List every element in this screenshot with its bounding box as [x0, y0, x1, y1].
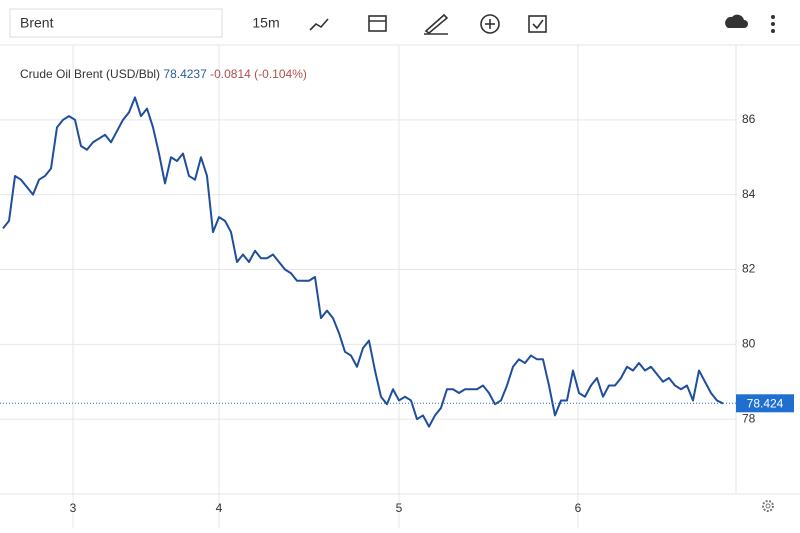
- y-tick-label: 84: [742, 187, 756, 201]
- price-line: [2, 96, 724, 428]
- symbol-input[interactable]: [9, 8, 223, 38]
- last-price-box: [736, 394, 794, 413]
- symbol-text: Brent: [20, 15, 54, 31]
- last-value: 78.4237: [163, 67, 207, 81]
- settings-icon[interactable]: [762, 500, 774, 512]
- y-tick-label: 82: [742, 262, 756, 276]
- chart-type-icon[interactable]: [309, 18, 329, 31]
- x-tick-label: 3: [70, 501, 77, 515]
- toolbar: Brent 15m: [9, 8, 775, 38]
- x-tick-label: 4: [216, 501, 223, 515]
- title: Crude Oil Brent (USD/Bbl): [20, 67, 160, 81]
- y-tick-label: 80: [742, 337, 756, 351]
- interval-button[interactable]: 15m: [252, 15, 279, 31]
- change: -0.0814: [210, 67, 251, 81]
- change-percent: (-0.104%): [254, 67, 307, 81]
- download-icon[interactable]: [725, 14, 748, 28]
- x-tick-label: 5: [396, 501, 403, 515]
- add-icon[interactable]: [480, 14, 500, 34]
- x-tick-label: 6: [575, 501, 582, 515]
- last-price-label: 78.424: [747, 396, 784, 410]
- calendar-icon[interactable]: [368, 15, 387, 32]
- draw-icon[interactable]: [424, 13, 449, 35]
- menu-icon[interactable]: [771, 15, 775, 33]
- chart-title: Crude Oil Brent (USD/Bbl) 78.4237 -0.081…: [20, 67, 307, 81]
- event-icon[interactable]: [528, 15, 547, 33]
- y-tick-label: 86: [742, 112, 756, 126]
- y-tick-label: 78: [742, 411, 756, 425]
